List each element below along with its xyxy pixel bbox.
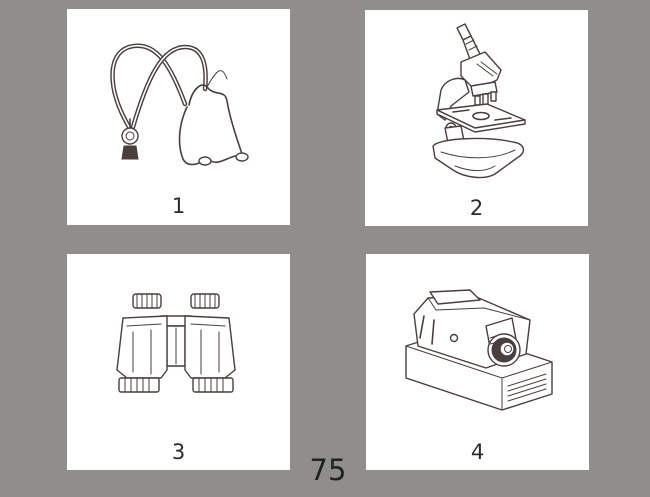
card-slide-projector[interactable]: 4 — [366, 254, 589, 470]
page-number: 75 — [309, 453, 347, 487]
card-number: 2 — [469, 196, 484, 220]
card-microscope[interactable]: 2 — [365, 10, 588, 226]
binoculars-icon — [116, 293, 236, 393]
card-number: 4 — [470, 440, 485, 464]
card-number: 3 — [171, 440, 186, 464]
card-number: 1 — [171, 194, 186, 218]
stethoscope-icon — [110, 43, 249, 166]
slide-projector-icon — [405, 289, 553, 411]
microscope-icon — [432, 23, 526, 179]
card-stethoscope[interactable]: 1 — [67, 9, 290, 225]
card-binoculars[interactable]: 3 — [67, 254, 290, 470]
